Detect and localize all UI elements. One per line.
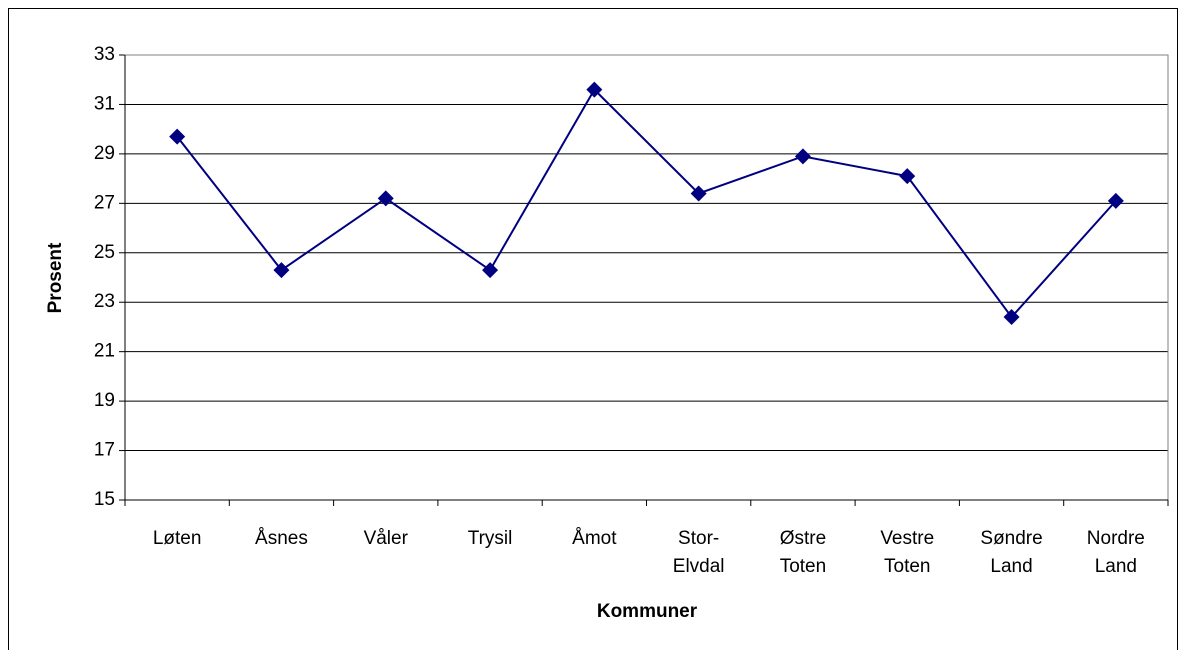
marker bbox=[482, 262, 499, 279]
marker bbox=[273, 262, 290, 279]
x-axis-label: Kommuner bbox=[597, 601, 698, 622]
y-tick-label: 23 bbox=[94, 291, 115, 312]
x-tick-label: Stor-Elvdal bbox=[673, 528, 725, 577]
marker bbox=[690, 185, 707, 202]
marker bbox=[377, 190, 394, 207]
marker bbox=[794, 148, 811, 165]
x-tick-label: Løten bbox=[153, 528, 202, 549]
y-tick-label: 21 bbox=[94, 341, 115, 362]
x-tick-label: Vestre Toten bbox=[880, 528, 934, 577]
marker bbox=[169, 128, 186, 145]
x-tick-label: Åsnes bbox=[255, 528, 308, 549]
x-tick-label: Nordre Land bbox=[1087, 528, 1145, 577]
y-tick-label: 31 bbox=[94, 93, 115, 114]
x-tick-label: Våler bbox=[364, 528, 409, 549]
y-tick-label: 29 bbox=[94, 143, 115, 164]
y-tick-label: 19 bbox=[94, 390, 115, 411]
marker bbox=[899, 168, 916, 185]
chart-frame bbox=[8, 8, 1178, 650]
y-tick-label: 33 bbox=[94, 44, 115, 65]
marker bbox=[1003, 309, 1020, 326]
y-tick-label: 27 bbox=[94, 192, 115, 213]
y-tick-label: 25 bbox=[94, 242, 115, 263]
marker bbox=[586, 81, 603, 98]
x-tick-label: Søndre Land bbox=[980, 528, 1042, 577]
x-tick-label: Trysil bbox=[468, 528, 513, 549]
line bbox=[176, 87, 1117, 319]
x-tick-label: Østre Toten bbox=[780, 528, 826, 577]
marker bbox=[1107, 192, 1124, 209]
x-tick-label: Åmot bbox=[572, 528, 617, 549]
y-axis-label: Prosent bbox=[45, 242, 66, 313]
y-tick-label: 17 bbox=[94, 440, 115, 461]
y-tick-label: 15 bbox=[94, 489, 115, 510]
